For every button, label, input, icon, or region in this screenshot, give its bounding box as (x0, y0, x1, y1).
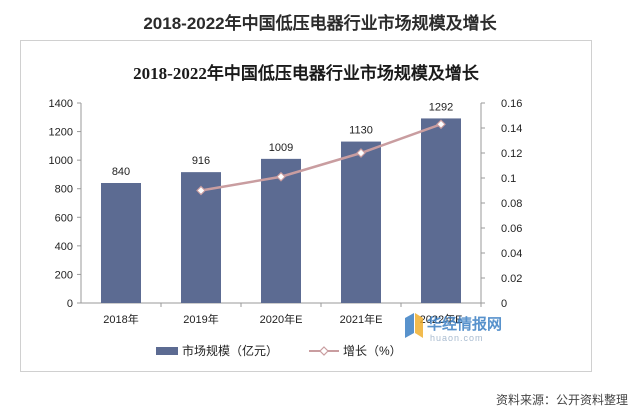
bar-data-label: 1130 (349, 125, 373, 137)
chart-title: 2018-2022年中国低压电器行业市场规模及增长 (133, 63, 480, 83)
growth-point (276, 171, 286, 182)
y-left-tick-label: 200 (55, 269, 73, 281)
bar-data-label: 916 (192, 155, 210, 167)
x-tick-label: 2019年 (183, 312, 218, 326)
y-right-tick-label: 0.04 (501, 248, 522, 260)
y-right-tick-labels: 0 0.02 0.04 0.06 0.08 0.1 0.12 0.14 0.16 (481, 98, 522, 310)
y-right-tick-label: 0.12 (501, 148, 522, 160)
y-right-tick-label: 0 (501, 298, 507, 310)
growth-line-path (200, 123, 442, 192)
x-tick-labels: 2018年 2019年 2020年E 2021年E 2022年E (103, 303, 482, 326)
bar (261, 158, 301, 303)
legend-bar-swatch (156, 347, 178, 355)
growth-point (436, 119, 446, 130)
y-right-tick-label: 0.1 (501, 173, 516, 185)
y-left-tick-label: 1400 (49, 98, 73, 110)
bar-data-label: 1009 (269, 142, 293, 154)
growth-point (196, 185, 206, 196)
y-left-tick-label: 1000 (49, 155, 73, 167)
chart-canvas: 2018-2022年中国低压电器行业市场规模及增长 0 200 400 600 800 1… (49, 63, 523, 358)
legend-line-marker (319, 346, 329, 356)
watermark-name: 华经情报网 (427, 315, 502, 333)
y-right-tick-label: 0.08 (501, 198, 522, 210)
y-left-tick-labels: 0 200 400 600 800 1000 1200 1400 (49, 98, 81, 310)
bar (101, 183, 141, 303)
y-left-tick-label: 1200 (49, 127, 73, 139)
page-title: 2018-2022年中国低压电器行业市场规模及增长 (143, 14, 497, 33)
y-left-tick-label: 0 (67, 298, 73, 310)
y-right-tick-label: 0.06 (501, 223, 522, 235)
growth-line-series (196, 119, 446, 196)
bar-series (101, 118, 461, 303)
x-tick-label: 2018年 (103, 312, 138, 326)
x-tick-label: 2020年E (260, 312, 303, 326)
y-left-tick-label: 800 (55, 184, 73, 196)
y-right-tick-label: 0.16 (501, 98, 522, 110)
growth-point (356, 148, 366, 158)
legend: 市场规模（亿元） 增长（%） (156, 343, 402, 358)
x-tick-label: 2021年E (340, 312, 383, 326)
bar-data-label: 1292 (429, 101, 453, 113)
watermark-url: huaon.com (430, 333, 484, 343)
y-left-tick-label: 400 (55, 241, 73, 253)
chart-frame: 2018-2022年中国低压电器行业市场规模及增长 0 200 400 600 800 1… (20, 40, 592, 372)
watermark-logo-icon-part (415, 313, 423, 338)
bar (341, 141, 381, 303)
bar-data-label: 840 (112, 166, 130, 178)
watermark: 华经情报网 huaon.com (405, 313, 502, 343)
source-note: 资料来源：公开资料整理 (495, 393, 628, 407)
legend-line-label: 增长（%） (343, 344, 402, 358)
y-right-tick-label: 0.14 (501, 123, 522, 135)
y-left-tick-label: 600 (55, 212, 73, 224)
y-right-tick-label: 0.02 (501, 273, 522, 285)
x-tick-label: 2022年E (420, 312, 463, 326)
legend-bar-label: 市场规模（亿元） (182, 343, 278, 358)
watermark-logo-icon (405, 313, 414, 338)
bar (421, 118, 461, 303)
bar-data-labels: 840 916 1009 1130 1292 (112, 101, 453, 178)
